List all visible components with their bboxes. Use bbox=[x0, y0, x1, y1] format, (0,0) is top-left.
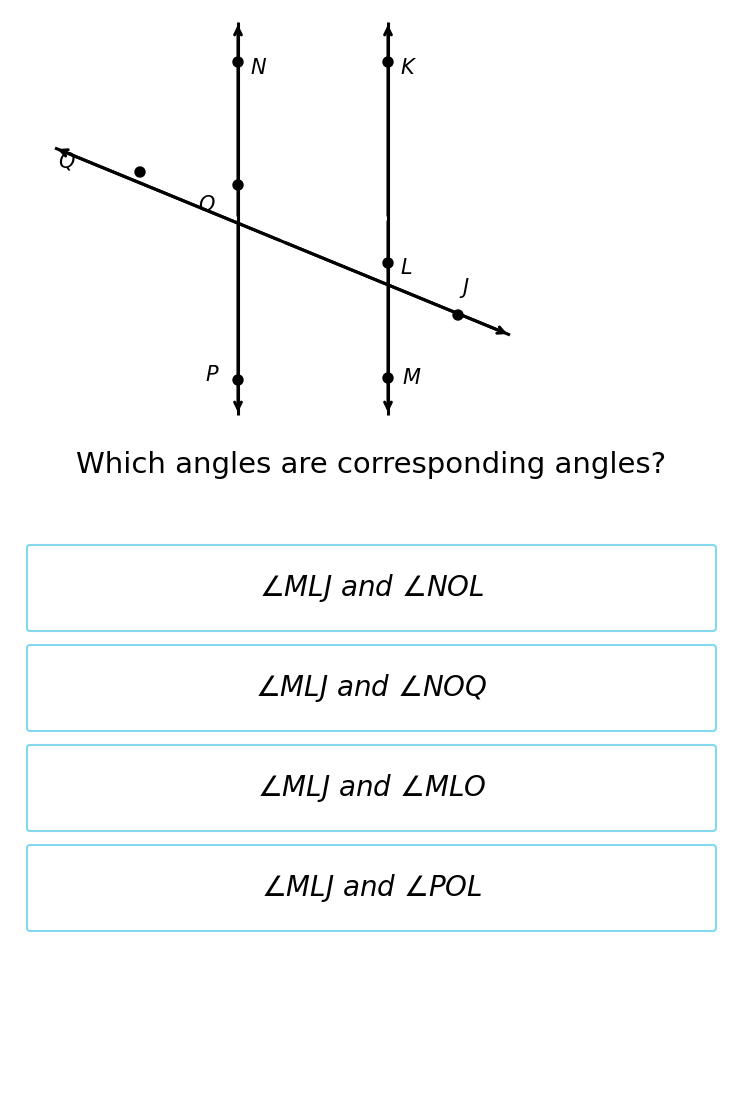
Text: N: N bbox=[250, 58, 266, 78]
Text: $\angle MLJ$ and $\angle NOL$: $\angle MLJ$ and $\angle NOL$ bbox=[259, 571, 484, 604]
Text: Which angles are corresponding angles?: Which angles are corresponding angles? bbox=[77, 451, 666, 479]
FancyBboxPatch shape bbox=[27, 845, 716, 931]
Circle shape bbox=[383, 258, 393, 268]
Circle shape bbox=[233, 180, 243, 190]
Text: M: M bbox=[402, 368, 420, 388]
Circle shape bbox=[233, 57, 243, 67]
Text: L: L bbox=[400, 258, 412, 278]
Text: $\angle MLJ$ and $\angle MLO$: $\angle MLJ$ and $\angle MLO$ bbox=[257, 771, 486, 804]
Text: O: O bbox=[198, 195, 215, 215]
FancyBboxPatch shape bbox=[27, 645, 716, 731]
Text: Q: Q bbox=[58, 152, 74, 173]
Circle shape bbox=[383, 57, 393, 67]
Circle shape bbox=[233, 375, 243, 385]
FancyBboxPatch shape bbox=[27, 545, 716, 631]
Circle shape bbox=[135, 167, 145, 177]
Text: J: J bbox=[462, 278, 468, 298]
Circle shape bbox=[383, 373, 393, 382]
Circle shape bbox=[453, 310, 463, 320]
Text: P: P bbox=[205, 365, 218, 385]
Text: $\angle MLJ$ and $\angle POL$: $\angle MLJ$ and $\angle POL$ bbox=[261, 872, 482, 904]
Text: K: K bbox=[400, 58, 414, 78]
FancyBboxPatch shape bbox=[27, 745, 716, 831]
Text: $\angle MLJ$ and $\angle NOQ$: $\angle MLJ$ and $\angle NOQ$ bbox=[256, 671, 487, 704]
